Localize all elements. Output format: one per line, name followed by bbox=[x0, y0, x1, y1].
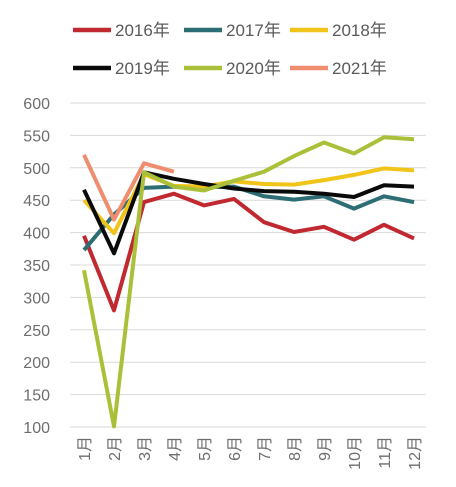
y-tick-label: 300 bbox=[23, 290, 50, 307]
legend-item: 2019年 bbox=[73, 59, 170, 78]
y-tick-label: 200 bbox=[23, 355, 50, 372]
y-axis: 100 150 200 250 300 350 400 450 500 550 600 bbox=[23, 96, 50, 437]
x-tick-label: 3月 bbox=[137, 436, 154, 461]
x-tick-label: 10月 bbox=[347, 436, 364, 470]
y-tick-label: 250 bbox=[23, 323, 50, 340]
y-tick-label: 400 bbox=[23, 226, 50, 243]
grid bbox=[70, 102, 426, 428]
y-tick-label: 500 bbox=[23, 161, 50, 178]
legend-label: 2019年 bbox=[115, 59, 170, 78]
y-tick-label: 600 bbox=[23, 96, 50, 113]
y-tick-label: 150 bbox=[23, 388, 50, 405]
y-tick-label: 100 bbox=[23, 420, 50, 437]
legend: 2016年 2017年 2018年 2019年 2020年 2021年 bbox=[73, 21, 387, 78]
x-tick-label: 6月 bbox=[227, 436, 244, 461]
series-line-2019年 bbox=[82, 170, 415, 256]
x-tick-label: 12月 bbox=[407, 436, 424, 470]
x-tick-label: 8月 bbox=[287, 436, 304, 461]
legend-label: 2018年 bbox=[332, 21, 387, 40]
legend-label: 2017年 bbox=[226, 21, 281, 40]
y-tick-label: 550 bbox=[23, 128, 50, 145]
series-line-2021年 bbox=[82, 153, 175, 222]
legend-item: 2016年 bbox=[73, 21, 170, 40]
series-line-2020年 bbox=[82, 135, 415, 429]
legend-item: 2021年 bbox=[290, 59, 387, 78]
x-axis: 1月 2月 3月 4月 5月 6月 7月 8月 9月 10月 11月 12月 bbox=[77, 436, 424, 470]
plot-area bbox=[82, 135, 415, 429]
legend-label: 2021年 bbox=[332, 59, 387, 78]
x-tick-label: 4月 bbox=[167, 436, 184, 461]
y-tick-label: 450 bbox=[23, 193, 50, 210]
legend-label: 2020年 bbox=[226, 59, 281, 78]
legend-item: 2017年 bbox=[184, 21, 281, 40]
y-tick-label: 350 bbox=[23, 258, 50, 275]
legend-item: 2020年 bbox=[184, 59, 281, 78]
x-tick-label: 1月 bbox=[77, 436, 94, 461]
legend-label: 2016年 bbox=[115, 21, 170, 40]
legend-item: 2018年 bbox=[290, 21, 387, 40]
x-tick-label: 7月 bbox=[257, 436, 274, 461]
x-tick-label: 11月 bbox=[377, 436, 394, 469]
x-tick-label: 2月 bbox=[107, 436, 124, 461]
x-tick-label: 5月 bbox=[197, 436, 214, 461]
x-tick-label: 9月 bbox=[317, 436, 334, 461]
